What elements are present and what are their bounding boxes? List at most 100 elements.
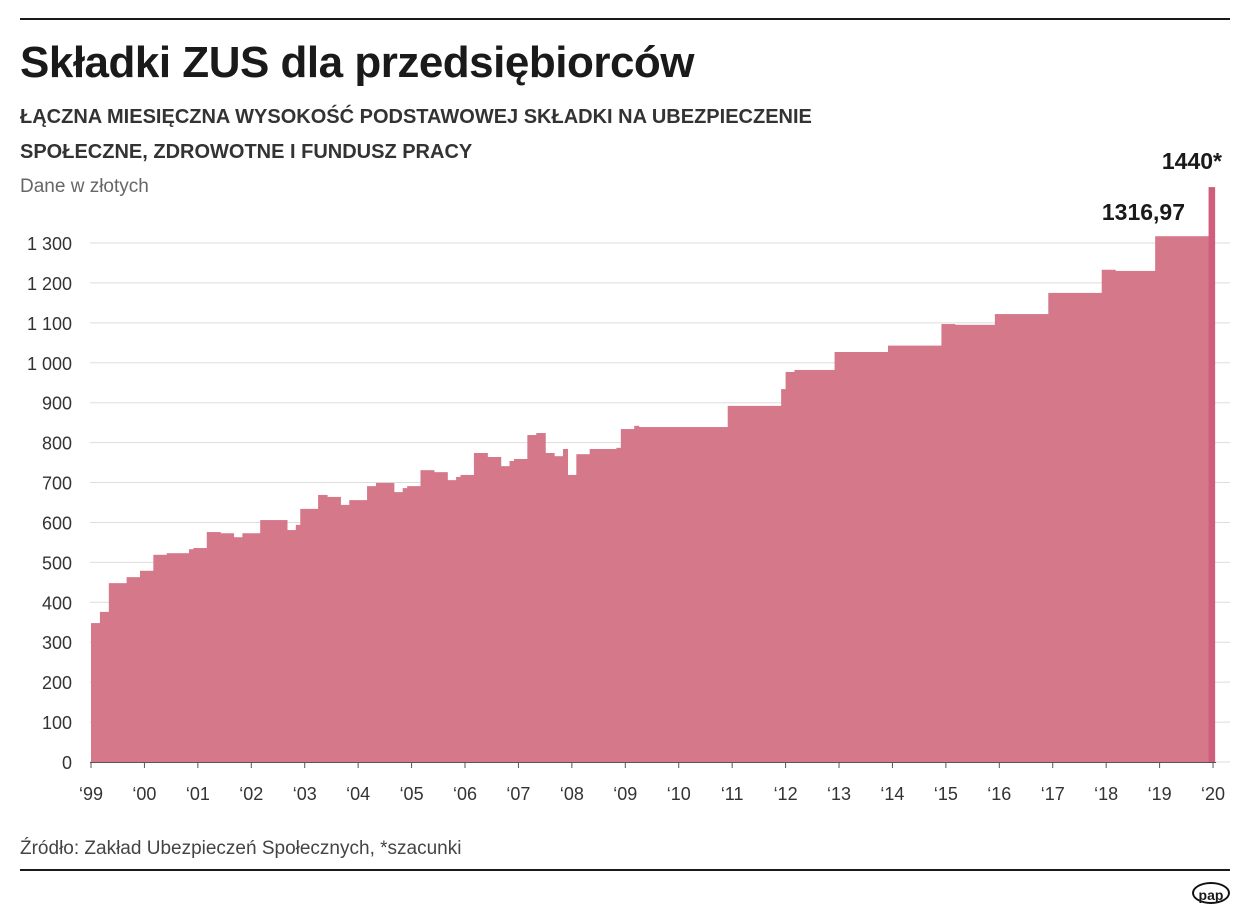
step-bar (785, 371, 796, 762)
y-tick-label: 900 (42, 394, 72, 414)
step-bar (188, 549, 195, 762)
x-tick-label: ‘04 (346, 784, 370, 804)
y-tick-label: 100 (42, 713, 72, 733)
annotation-label: 1440* (1162, 148, 1222, 174)
top-rule (20, 18, 1230, 20)
annotation-label: 1316,97 (1102, 199, 1185, 225)
step-bar (233, 537, 243, 762)
step-bar (206, 532, 221, 762)
step-bar (634, 425, 640, 762)
step-bar (487, 456, 502, 762)
x-tick-label: ‘08 (560, 784, 584, 804)
step-bar (794, 369, 836, 762)
step-bar (536, 433, 546, 762)
step-bar (139, 570, 154, 762)
step-bar (527, 435, 537, 762)
step-bar (340, 504, 350, 762)
y-tick-label: 800 (42, 434, 72, 454)
step-bar (456, 476, 462, 762)
pap-logo: pap (1192, 882, 1230, 904)
step-bar (994, 314, 1049, 762)
x-tick-label: ‘07 (506, 784, 530, 804)
subtitle-line-2: SPOŁECZNE, ZDROWOTNE I FUNDUSZ PRACY (20, 141, 473, 163)
step-bar (887, 345, 943, 762)
subtitle-line-1: ŁĄCZNA MIESIĘCZNA WYSOKOŚĆ PODSTAWOWEJ S… (20, 106, 812, 128)
step-bar (727, 405, 782, 762)
y-tick-label: 700 (42, 474, 72, 494)
x-tick-label: ‘10 (667, 784, 691, 804)
step-bar (589, 449, 617, 762)
x-tick-label: ‘19 (1148, 784, 1172, 804)
step-bar (941, 324, 956, 762)
step-bar (220, 533, 235, 762)
step-bar (300, 508, 319, 762)
step-bar (562, 449, 569, 762)
step-bar (326, 496, 341, 762)
step-bar (318, 494, 328, 762)
step-bar (1101, 269, 1116, 762)
step-bar (166, 553, 190, 762)
step-bar (509, 460, 515, 762)
bottom-rule (20, 869, 1230, 871)
step-bar (500, 466, 511, 762)
step-bar (545, 452, 555, 762)
unit-label: Dane w złotych (20, 176, 149, 197)
step-bar (834, 351, 889, 762)
step-bar (954, 324, 996, 762)
step-bar (1048, 292, 1103, 762)
y-tick-label: 0 (62, 753, 72, 773)
y-tick-label: 1 100 (27, 314, 72, 334)
step-bar (567, 474, 577, 762)
step-bar (1208, 187, 1216, 763)
x-tick-label: ‘02 (239, 784, 263, 804)
y-tick-label: 1 300 (27, 234, 72, 254)
step-bar (108, 583, 128, 762)
source-note: Źródło: Zakład Ubezpieczeń Społecznych, … (20, 838, 462, 859)
step-bar (473, 452, 488, 762)
x-tick-label: ‘18 (1094, 784, 1118, 804)
x-tick-label: ‘99 (79, 784, 103, 804)
y-tick-label: 1 000 (27, 354, 72, 374)
step-bar (554, 456, 564, 762)
y-tick-label: 1 200 (27, 274, 72, 294)
step-bar (193, 548, 208, 762)
step-bar (460, 474, 475, 762)
step-bar (393, 492, 404, 762)
x-tick-label: ‘20 (1201, 784, 1225, 804)
step-bar (153, 554, 168, 762)
step-bar (1115, 270, 1156, 762)
step-bar (447, 480, 457, 762)
y-tick-label: 500 (42, 553, 72, 573)
x-tick-label: ‘13 (827, 784, 851, 804)
step-bar (99, 611, 110, 762)
y-tick-label: 400 (42, 593, 72, 613)
y-tick-label: 300 (42, 633, 72, 653)
step-bar (260, 520, 288, 762)
step-bar (242, 533, 261, 762)
step-bar (367, 486, 377, 762)
step-bar (402, 488, 408, 762)
step-bar (375, 482, 395, 762)
x-tick-label: ‘09 (613, 784, 637, 804)
x-tick-label: ‘17 (1041, 784, 1065, 804)
x-tick-label: ‘14 (880, 784, 904, 804)
x-tick-label: ‘16 (987, 784, 1011, 804)
step-bar (126, 577, 141, 762)
x-tick-label: ‘05 (400, 784, 424, 804)
step-bar (620, 429, 635, 762)
step-bar (295, 524, 301, 762)
step-bar (513, 458, 528, 762)
step-bar (420, 470, 435, 762)
chart-title: Składki ZUS dla przedsiębiorców (20, 38, 695, 87)
step-bar (1155, 236, 1210, 763)
step-bar (91, 623, 101, 762)
step-bar (407, 486, 422, 762)
step-bar (638, 427, 729, 762)
x-tick-label: ‘00 (132, 784, 156, 804)
x-tick-label: ‘15 (934, 784, 958, 804)
x-tick-label: ‘11 (721, 784, 744, 804)
step-bar (349, 500, 368, 762)
x-tick-label: ‘03 (293, 784, 317, 804)
x-tick-label: ‘01 (186, 784, 210, 804)
